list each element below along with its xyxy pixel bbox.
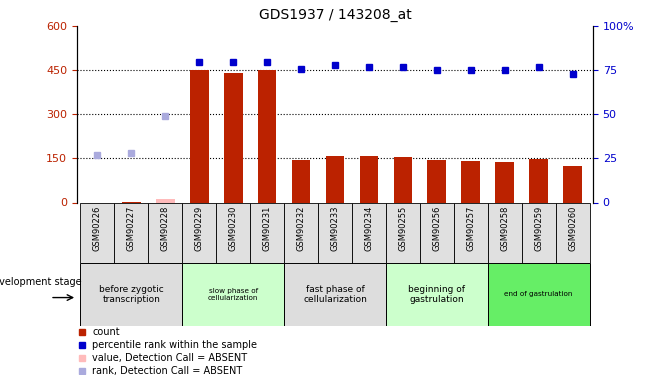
Bar (182, 202, 216, 262)
Bar (258, 70, 277, 202)
Text: GSM90228: GSM90228 (161, 206, 170, 251)
Text: GSM90233: GSM90233 (330, 206, 340, 251)
Text: GSM90259: GSM90259 (534, 206, 543, 251)
Bar (495, 162, 514, 202)
Bar (284, 202, 318, 262)
Text: count: count (92, 327, 120, 337)
Text: slow phase of
cellularization: slow phase of cellularization (208, 288, 259, 301)
Text: GSM90232: GSM90232 (297, 206, 306, 251)
Bar (488, 202, 522, 262)
Text: GSM90234: GSM90234 (364, 206, 373, 251)
Text: percentile rank within the sample: percentile rank within the sample (92, 340, 257, 350)
Bar (80, 202, 115, 262)
Bar (318, 202, 352, 262)
Bar (386, 202, 420, 262)
Bar (250, 202, 284, 262)
Text: GSM90260: GSM90260 (568, 206, 577, 251)
Text: GSM90229: GSM90229 (195, 206, 204, 251)
Bar (80, 262, 182, 326)
Bar (190, 70, 208, 202)
Text: GSM90227: GSM90227 (127, 206, 136, 251)
Bar (529, 159, 548, 203)
Bar (488, 262, 590, 326)
Bar (291, 160, 310, 202)
Bar (224, 73, 243, 202)
Text: GSM90256: GSM90256 (432, 206, 442, 251)
Text: development stage: development stage (0, 277, 82, 286)
Text: value, Detection Call = ABSENT: value, Detection Call = ABSENT (92, 353, 247, 363)
Bar (393, 157, 412, 203)
Bar (555, 202, 590, 262)
Bar (427, 160, 446, 202)
Bar (522, 202, 555, 262)
Text: GSM90255: GSM90255 (399, 206, 407, 251)
Text: GSM90258: GSM90258 (500, 206, 509, 251)
Text: end of gastrulation: end of gastrulation (505, 291, 573, 297)
Bar (420, 202, 454, 262)
Bar (360, 156, 379, 203)
Bar (454, 202, 488, 262)
Bar (284, 262, 386, 326)
Bar (386, 262, 488, 326)
Bar (352, 202, 386, 262)
Bar (216, 202, 250, 262)
Text: GSM90226: GSM90226 (93, 206, 102, 251)
Bar (115, 202, 148, 262)
Bar (326, 156, 344, 203)
Bar (156, 199, 175, 202)
Text: GSM90231: GSM90231 (263, 206, 271, 251)
Text: beginning of
gastrulation: beginning of gastrulation (408, 285, 466, 304)
Text: fast phase of
cellularization: fast phase of cellularization (303, 285, 367, 304)
Bar (563, 166, 582, 202)
Text: GSM90257: GSM90257 (466, 206, 475, 251)
Bar (148, 202, 182, 262)
Text: before zygotic
transcription: before zygotic transcription (99, 285, 163, 304)
Text: GSM90230: GSM90230 (228, 206, 238, 251)
Text: rank, Detection Call = ABSENT: rank, Detection Call = ABSENT (92, 366, 243, 375)
Bar (182, 262, 284, 326)
Title: GDS1937 / 143208_at: GDS1937 / 143208_at (259, 9, 411, 22)
Bar (462, 161, 480, 202)
